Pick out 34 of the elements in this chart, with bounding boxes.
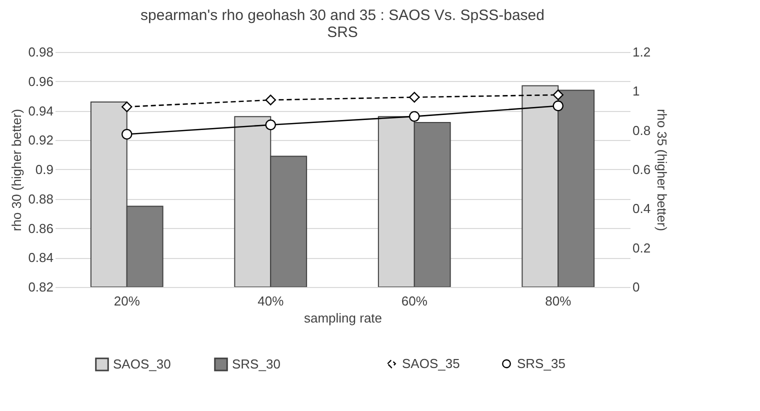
- point: [552, 100, 564, 112]
- point: [265, 120, 276, 130]
- x-axis-title: sampling rate: [304, 310, 382, 326]
- y2-tick-label: 1.2: [632, 44, 651, 60]
- legend-label: SRS_30: [232, 356, 280, 372]
- x-tick-label: 20%: [114, 294, 140, 308]
- point: [409, 111, 420, 122]
- y2-tick-label: 0: [632, 280, 640, 294]
- point: [122, 101, 132, 112]
- y-tick-label: 0.82: [28, 280, 54, 294]
- y-tick-label: 0.9: [35, 162, 54, 177]
- y-tick-label: 0.96: [28, 74, 54, 89]
- y-tick-label: 0.84: [28, 250, 54, 266]
- y2-tick-label: 1: [632, 84, 640, 99]
- y2-tick-label: 0.2: [632, 240, 651, 256]
- y-tick-label: 0.94: [28, 103, 54, 118]
- chart-title: spearman's rho geohash 30 and 35 : SAOS Vs. SpSS-based SRS: [140, 7, 544, 41]
- y-axis-title: rho 30 (higher better): [9, 108, 24, 232]
- legend-label: SAOS_35: [402, 356, 460, 371]
- y-tick-label: 0.88: [28, 191, 54, 206]
- y2-tick-label: 0.4: [632, 201, 651, 216]
- x-tick-label: 40%: [258, 294, 284, 308]
- y-tick-label: 0.92: [28, 132, 54, 148]
- legend-label: SAOS_30: [113, 356, 171, 372]
- x-tick-label: 60%: [401, 294, 428, 308]
- y2-tick-label: 0.6: [632, 162, 651, 177]
- legend-label: SRS_35: [517, 356, 566, 371]
- point: [122, 128, 132, 140]
- y-tick-label: 0.86: [28, 220, 54, 236]
- point: [552, 90, 564, 100]
- y2-tick-label: 0.8: [632, 122, 651, 138]
- y2-axis-title: rho 35 (higher better): [654, 108, 670, 232]
- x-tick-label: 80%: [545, 294, 572, 308]
- y-tick-label: 0.98: [28, 44, 54, 60]
